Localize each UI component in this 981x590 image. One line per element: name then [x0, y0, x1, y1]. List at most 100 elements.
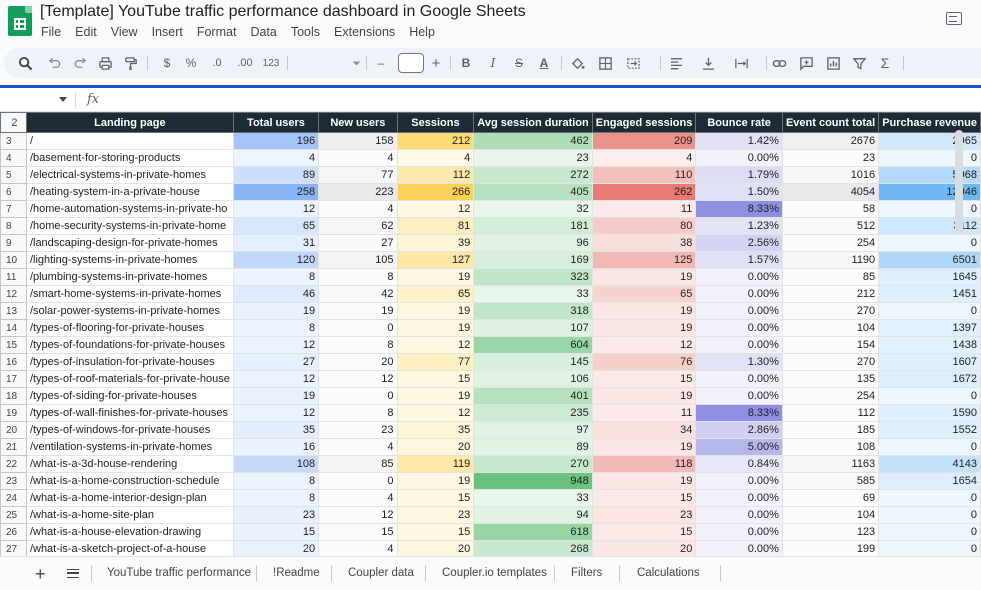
metric-cell[interactable]: 19	[396, 302, 475, 320]
landing-page-cell[interactable]: /types-of-wall-finishes-for-private-hous…	[25, 404, 234, 422]
metric-cell[interactable]: 8	[232, 472, 320, 490]
chart-icon[interactable]	[826, 54, 841, 72]
menu-insert[interactable]: Insert	[151, 25, 183, 39]
metric-cell[interactable]: 1.23%	[695, 217, 783, 235]
metric-cell[interactable]: 19	[318, 302, 398, 320]
row-number[interactable]: 3	[0, 132, 27, 150]
metric-cell[interactable]: 65	[591, 285, 697, 303]
metric-cell[interactable]: 0	[878, 302, 981, 320]
metric-cell[interactable]: 154	[781, 336, 880, 354]
row-number[interactable]: 27	[0, 540, 27, 556]
metric-cell[interactable]: 254	[781, 387, 880, 405]
metric-cell[interactable]: 5.00%	[695, 438, 783, 456]
menu-format[interactable]: Format	[196, 25, 237, 39]
metric-cell[interactable]: 0.00%	[695, 319, 783, 337]
landing-page-cell[interactable]: /what-is-a-home-site-plan	[25, 506, 234, 524]
metric-cell[interactable]: 62	[318, 217, 398, 235]
metric-cell[interactable]: 15	[591, 523, 697, 541]
metric-cell[interactable]: 89	[473, 438, 593, 456]
metric-cell[interactable]: 618	[473, 523, 593, 541]
comment-icon[interactable]	[799, 54, 814, 72]
metric-cell[interactable]: 8	[318, 268, 398, 286]
metric-cell[interactable]: 235	[473, 404, 593, 422]
landing-page-cell[interactable]: /types-of-siding-for-private-houses	[25, 387, 234, 405]
column-header[interactable]: New users	[318, 112, 398, 133]
metric-cell[interactable]: 0	[318, 472, 398, 490]
metric-cell[interactable]: 23	[781, 149, 880, 167]
link-icon[interactable]	[772, 54, 787, 72]
metric-cell[interactable]: 104	[781, 319, 880, 337]
metric-cell[interactable]: 85	[781, 268, 880, 286]
metric-cell[interactable]: 11	[591, 200, 697, 218]
metric-cell[interactable]: 20	[396, 438, 475, 456]
column-header[interactable]: Sessions	[396, 112, 475, 133]
metric-cell[interactable]: 0.00%	[695, 268, 783, 286]
metric-cell[interactable]: 1672	[878, 370, 981, 388]
metric-cell[interactable]: 1397	[878, 319, 981, 337]
metric-cell[interactable]: 32	[473, 200, 593, 218]
row-number[interactable]: 8	[0, 217, 27, 235]
metric-cell[interactable]: 65	[396, 285, 475, 303]
metric-cell[interactable]: 19	[232, 302, 320, 320]
metric-cell[interactable]: 19	[396, 268, 475, 286]
metric-cell[interactable]: 0	[878, 149, 981, 167]
metric-cell[interactable]: 77	[396, 353, 475, 371]
metric-cell[interactable]: 42	[318, 285, 398, 303]
sheet-grid[interactable]: 2 Landing page Total users New users Session…	[0, 112, 981, 556]
landing-page-cell[interactable]: /solar-power-systems-in-private-homes	[25, 302, 234, 320]
search-icon[interactable]	[18, 54, 33, 72]
metric-cell[interactable]: 196	[232, 132, 320, 150]
metric-cell[interactable]: 4	[396, 149, 475, 167]
metric-cell[interactable]: 0.00%	[695, 387, 783, 405]
landing-page-cell[interactable]: /what-is-a-3d-house-rendering	[25, 455, 234, 473]
menu-extensions[interactable]: Extensions	[334, 25, 396, 39]
bold-icon[interactable]: B	[461, 56, 471, 70]
metric-cell[interactable]: 262	[591, 183, 697, 201]
metric-cell[interactable]: 8	[232, 319, 320, 337]
metric-cell[interactable]: 112	[396, 166, 475, 184]
metric-cell[interactable]: 1016	[781, 166, 880, 184]
metric-cell[interactable]: 1.57%	[695, 251, 783, 269]
row-number[interactable]: 17	[0, 370, 27, 388]
metric-cell[interactable]: 89	[232, 166, 320, 184]
metric-cell[interactable]: 119	[396, 455, 475, 473]
menu-file[interactable]: File	[41, 25, 62, 39]
metric-cell[interactable]: 4	[318, 149, 398, 167]
metric-cell[interactable]: 8	[232, 489, 320, 507]
row-number[interactable]: 24	[0, 489, 27, 507]
italic-icon[interactable]: I	[490, 56, 496, 70]
landing-page-cell[interactable]: /electrical-systems-in-private-homes	[25, 166, 234, 184]
metric-cell[interactable]: 2676	[781, 132, 880, 150]
metric-cell[interactable]: 1645	[878, 268, 981, 286]
metric-cell[interactable]: 110	[591, 166, 697, 184]
metric-cell[interactable]: 81	[396, 217, 475, 235]
metric-cell[interactable]: 20	[396, 540, 475, 556]
metric-cell[interactable]: 8	[318, 336, 398, 354]
metric-cell[interactable]: 19	[591, 472, 697, 490]
metric-cell[interactable]: 401	[473, 387, 593, 405]
metric-cell[interactable]: 1438	[878, 336, 981, 354]
metric-cell[interactable]: 58	[781, 200, 880, 218]
landing-page-cell[interactable]: /landscaping-design-for-private-homes	[25, 234, 234, 252]
metric-cell[interactable]: 0.00%	[695, 370, 783, 388]
row-number[interactable]: 5	[0, 166, 27, 184]
metric-cell[interactable]: 27	[318, 234, 398, 252]
all-sheets-menu-icon[interactable]	[67, 569, 79, 578]
metric-cell[interactable]: 15	[396, 523, 475, 541]
metric-cell[interactable]: 125	[591, 251, 697, 269]
metric-cell[interactable]: 16	[232, 438, 320, 456]
metric-cell[interactable]: 8.33%	[695, 404, 783, 422]
landing-page-cell[interactable]: /plumbing-systems-in-private-homes	[25, 268, 234, 286]
metric-cell[interactable]: 270	[473, 455, 593, 473]
metric-cell[interactable]: 512	[781, 217, 880, 235]
metric-cell[interactable]: 3112	[878, 217, 981, 235]
metric-cell[interactable]: 0	[878, 200, 981, 218]
row-number[interactable]: 21	[0, 438, 27, 456]
metric-cell[interactable]: 35	[232, 421, 320, 439]
metric-cell[interactable]: 323	[473, 268, 593, 286]
tab-youtube-traffic-performance[interactable]: YouTube traffic performance	[107, 567, 252, 579]
paint-format-icon[interactable]	[123, 54, 138, 72]
row-number[interactable]: 20	[0, 421, 27, 439]
landing-page-cell[interactable]: /what-is-a-sketch-project-of-a-house	[25, 540, 234, 556]
menu-help[interactable]: Help	[409, 25, 435, 39]
